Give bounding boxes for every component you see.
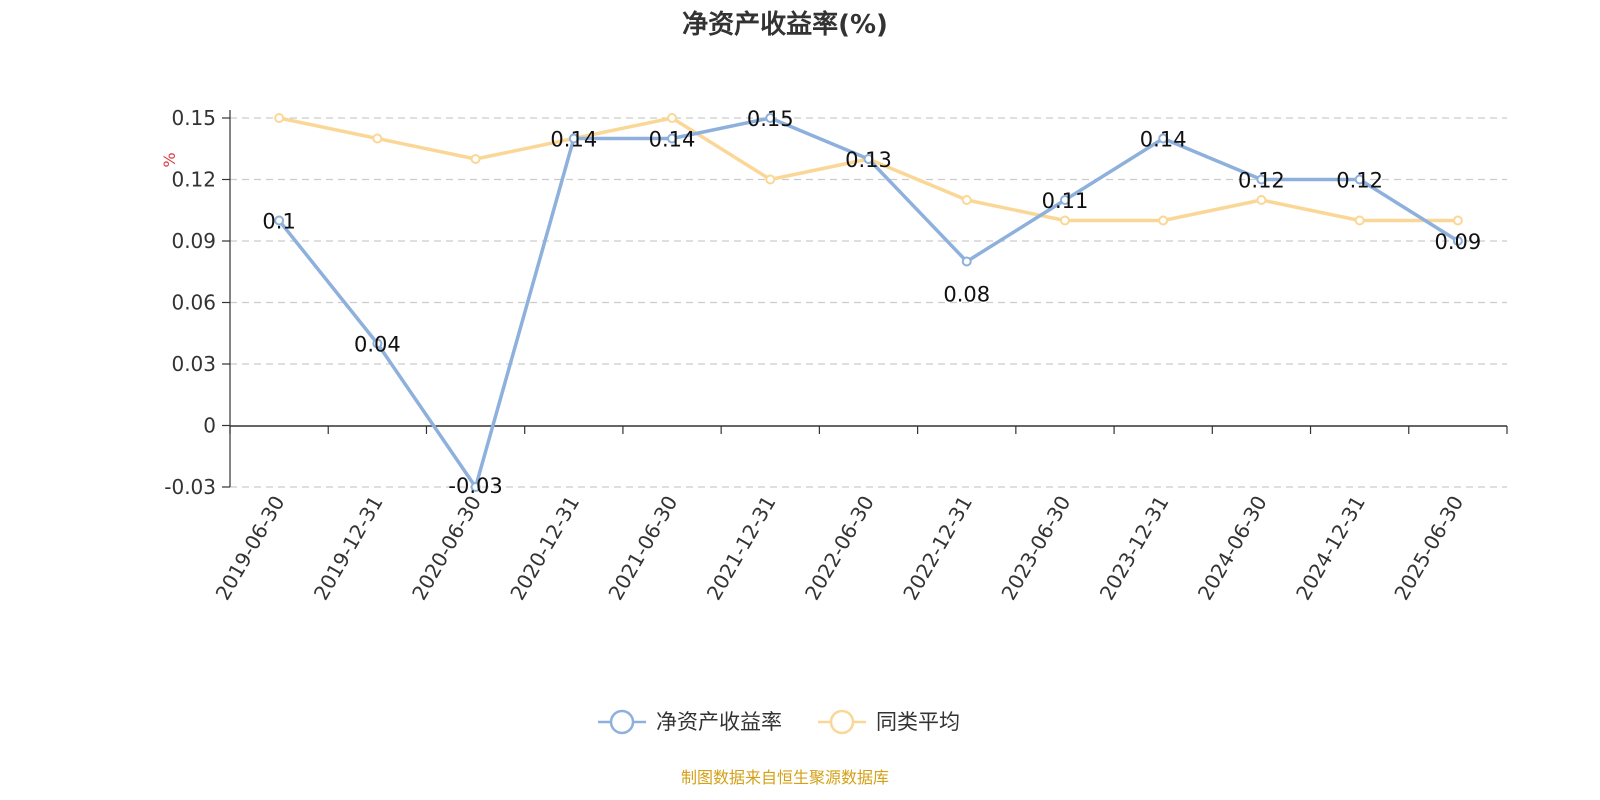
data-label: 0.12 — [1238, 169, 1285, 193]
x-tick-labels: 2019-06-30 2019-12-31 2020-06-30 2020-12-31… — [211, 492, 1469, 605]
legend[interactable]: 净资产收益率 同类平均 — [598, 709, 960, 735]
data-point — [961, 195, 972, 205]
x-tick-label: 2024-06-30 — [1193, 492, 1272, 605]
data-label: 0.04 — [354, 333, 401, 357]
data-point — [274, 215, 285, 226]
x-tick-label: 2025-06-30 — [1389, 492, 1468, 605]
y-tick-label: 0.12 — [171, 168, 216, 192]
data-label: 0.1 — [262, 210, 295, 234]
data-label: 0.08 — [943, 283, 990, 307]
data-point — [470, 154, 481, 164]
data-point — [274, 113, 285, 123]
x-tick-label: 2022-12-31 — [898, 492, 977, 605]
data-point — [1158, 133, 1169, 144]
y-tick-label: 0.15 — [171, 106, 216, 130]
data-labels: 0.1 0.04 -0.03 0.14 0.14 0.15 0.13 0.08 0.11 0.14… — [262, 107, 1481, 498]
data-point — [1452, 215, 1463, 226]
data-point — [1059, 215, 1070, 226]
data-point — [1256, 195, 1267, 205]
legend-label: 同类平均 — [876, 710, 960, 734]
y-axis-unit: % — [160, 152, 179, 167]
series-lines — [274, 113, 1463, 492]
x-tick-label: 2020-12-31 — [505, 492, 584, 605]
data-label: 0.14 — [550, 128, 597, 152]
x-tick-label: 2021-06-30 — [603, 492, 682, 605]
data-point — [1354, 215, 1365, 226]
data-label: 0.09 — [1435, 230, 1482, 254]
data-label: 0.15 — [747, 107, 794, 131]
y-tick-label: 0.09 — [171, 229, 216, 253]
y-tick-label: 0.03 — [171, 352, 216, 376]
y-tick-label: -0.03 — [164, 475, 216, 499]
x-tick-label: 2021-12-31 — [702, 492, 781, 605]
x-tick-label: 2023-12-31 — [1095, 492, 1174, 605]
chart-title: 净资产收益率(%) — [682, 10, 888, 40]
x-tick-label: 2019-12-31 — [309, 492, 388, 605]
data-point — [470, 482, 481, 492]
y-tick-label: 0 — [203, 414, 216, 438]
data-point — [1452, 236, 1463, 246]
data-label: -0.03 — [448, 474, 502, 498]
data-label: 0.14 — [649, 128, 696, 152]
data-point — [372, 338, 383, 349]
legend-marker — [609, 709, 635, 735]
legend-marker — [829, 709, 855, 735]
x-tick-label: 2022-06-30 — [800, 492, 879, 605]
legend-label: 净资产收益率 — [656, 710, 782, 734]
data-point — [372, 133, 383, 144]
x-tick-label: 2023-06-30 — [996, 492, 1075, 605]
data-point — [765, 174, 776, 185]
data-point — [667, 113, 678, 123]
data-point — [1354, 174, 1365, 185]
legend-item-1[interactable]: 同类平均 — [818, 709, 960, 735]
source-note: 制图数据来自恒生聚源数据库 — [680, 768, 889, 787]
x-tick-label: 2024-12-31 — [1291, 492, 1370, 605]
data-point — [667, 133, 678, 144]
data-label: 0.13 — [845, 148, 892, 172]
data-point — [1256, 174, 1267, 185]
x-tick-label: 2019-06-30 — [211, 492, 290, 605]
data-label: 0.11 — [1042, 189, 1089, 213]
legend-item-0[interactable]: 净资产收益率 — [598, 709, 782, 735]
axes — [222, 110, 1508, 488]
data-point — [568, 133, 579, 144]
data-label: 0.14 — [1140, 128, 1187, 152]
data-label: 0.12 — [1336, 169, 1383, 193]
data-point — [961, 256, 972, 267]
data-point — [1158, 215, 1169, 226]
y-tick-label: 0.06 — [171, 291, 216, 315]
data-point — [863, 154, 874, 164]
data-point — [1059, 195, 1070, 205]
y-tick-labels: 0.15 0.12 0.09 0.06 0.03 0 -0.03% — [160, 106, 216, 499]
x-tick-label: 2020-06-30 — [407, 492, 486, 605]
data-point — [765, 113, 776, 123]
grid-lines — [230, 117, 1507, 488]
